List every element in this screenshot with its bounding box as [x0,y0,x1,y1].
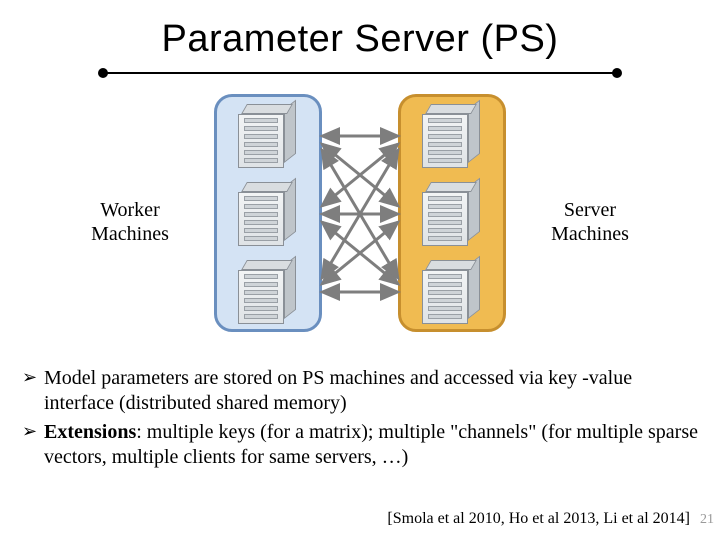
server-icon [238,260,296,324]
title-underline [102,72,618,74]
citation-text: [Smola et al 2010, Ho et al 2013, Li et … [387,510,690,528]
server-icon [422,260,480,324]
server-label: Server Machines [530,198,650,246]
bullet-text: Extensions: multiple keys (for a matrix)… [44,420,706,470]
diagram-area: Worker Machines Server Machines [0,90,720,350]
server-icon [238,182,296,246]
slide-title: Parameter Server (PS) [0,0,720,61]
worker-label: Worker Machines [70,198,190,246]
bullet-marker: ➢ [22,366,44,416]
page-number: 21 [700,512,714,528]
server-icon [238,104,296,168]
bullet-item: ➢Model parameters are stored on PS machi… [22,366,706,416]
bullet-list: ➢Model parameters are stored on PS machi… [22,366,706,474]
server-icon [422,182,480,246]
bullet-marker: ➢ [22,420,44,470]
server-icon [422,104,480,168]
bullet-text: Model parameters are stored on PS machin… [44,366,706,416]
bullet-item: ➢Extensions: multiple keys (for a matrix… [22,420,706,470]
